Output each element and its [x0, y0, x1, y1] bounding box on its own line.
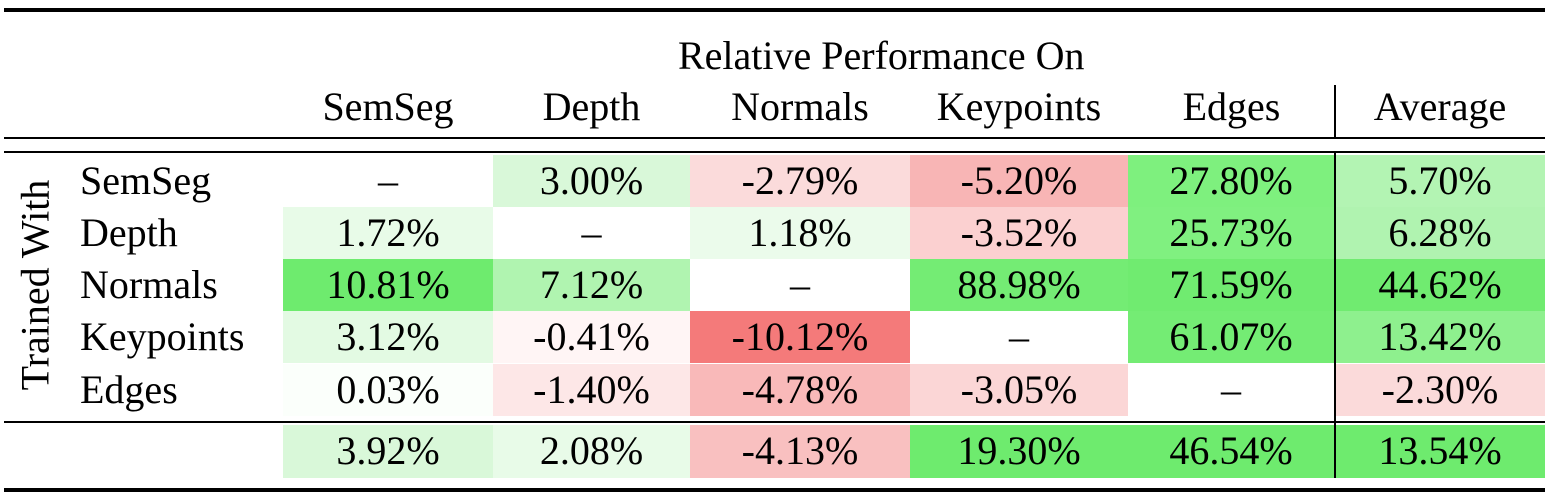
column-header: Edges [1182, 84, 1281, 129]
table-cell: – [1009, 314, 1029, 359]
header-rule [4, 137, 1545, 139]
column-header: Normals [731, 84, 869, 129]
column-divider [1334, 423, 1336, 478]
table-cell: 0.03% [283, 364, 493, 416]
table-cell: 7.12% [493, 259, 690, 311]
summary-cell: -4.13% [690, 425, 910, 478]
table-cell: -2.79% [690, 155, 910, 207]
table-cell: 13.42% [1335, 311, 1545, 363]
table-cell: 61.07% [1128, 311, 1334, 363]
table-cell: 6.28% [1335, 207, 1545, 259]
table-cell: – [790, 262, 810, 307]
body-rule [4, 151, 1545, 153]
column-header: Average [1373, 84, 1507, 129]
column-header: SemSeg [322, 84, 454, 129]
top-rule [4, 8, 1545, 12]
table-cell: 71.59% [1128, 259, 1334, 311]
column-header: Depth [542, 84, 641, 129]
table-cell: 3.00% [493, 155, 690, 207]
column-divider [1334, 85, 1336, 137]
table-cell: 5.70% [1335, 155, 1545, 207]
summary-cell: 2.08% [493, 425, 690, 478]
table-cell: -3.52% [910, 207, 1128, 259]
table-cell: – [581, 210, 602, 255]
table-cell: 25.73% [1128, 207, 1334, 259]
column-header: Keypoints [936, 84, 1102, 129]
table-cell: 3.12% [283, 311, 493, 363]
table-cell: 44.62% [1335, 259, 1545, 311]
summary-cell: 19.30% [910, 425, 1128, 478]
table-cell: -10.12% [690, 311, 910, 363]
row-label: SemSeg [80, 158, 212, 203]
table-cell: 88.98% [910, 259, 1128, 311]
table-cell: -0.41% [493, 311, 690, 363]
table-cell: 27.80% [1128, 155, 1334, 207]
table-cell: – [1221, 367, 1241, 412]
table-cell: -4.78% [690, 364, 910, 416]
summary-cell: 13.54% [1335, 425, 1545, 478]
bottom-rule [4, 488, 1545, 492]
column-divider [1334, 153, 1336, 421]
row-label: Keypoints [80, 314, 245, 359]
table-cell: 1.18% [690, 207, 910, 259]
table-cell: -3.05% [910, 364, 1128, 416]
summary-cell: 46.54% [1128, 425, 1334, 478]
table-cell: -1.40% [493, 364, 690, 416]
summary-rule [4, 421, 1545, 423]
table-cell: 1.72% [283, 207, 493, 259]
table-cell: -2.30% [1335, 364, 1545, 416]
row-label: Depth [80, 210, 178, 255]
column-group-label: Relative Performance On [678, 33, 1085, 78]
row-group-label: Trained With [12, 179, 58, 391]
summary-cell: 3.92% [283, 425, 493, 478]
row-label: Edges [80, 367, 178, 412]
table-cell: -5.20% [910, 155, 1128, 207]
table-cell: – [378, 158, 398, 203]
table-cell: 10.81% [283, 259, 493, 311]
row-label: Normals [80, 262, 218, 307]
